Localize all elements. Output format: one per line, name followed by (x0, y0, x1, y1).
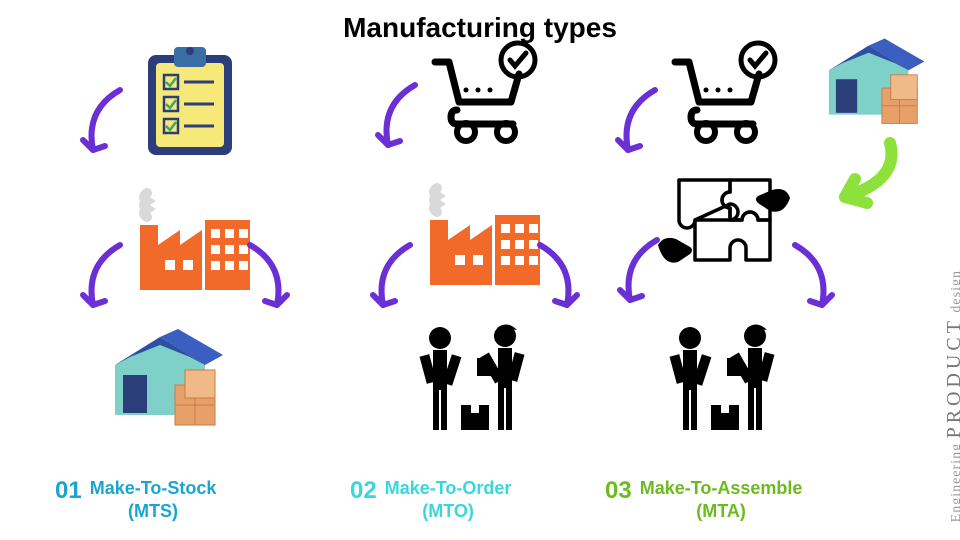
column-mto (345, 40, 605, 500)
cart-check-icon (430, 40, 545, 145)
watermark: Engineering PRODUCT design (943, 270, 960, 522)
arrow-purple-icon (75, 85, 135, 165)
arrow-purple-icon (235, 240, 295, 320)
label-mts: 01 Make-To-Stock (MTS) (55, 477, 216, 522)
column-mts (50, 40, 310, 500)
clipboard-icon (140, 45, 240, 160)
warehouse-icon (105, 325, 235, 435)
label-number: 01 (55, 477, 82, 505)
arrow-purple-icon (75, 240, 135, 320)
arrow-purple-icon (525, 240, 585, 320)
arrow-purple-icon (370, 80, 430, 160)
arrow-purple-icon (365, 240, 425, 320)
label-text: Make-To-Assemble (MTA) (640, 477, 803, 522)
delivery-icon (405, 320, 545, 440)
label-text: Make-To-Stock (MTS) (90, 477, 217, 522)
label-number: 02 (350, 477, 377, 505)
label-text: Make-To-Order (MTO) (385, 477, 512, 522)
arrow-purple-icon (610, 85, 670, 165)
cart-check-icon (670, 40, 785, 145)
arrow-purple-icon (612, 235, 672, 315)
label-mta: 03 Make-To-Assemble (MTA) (605, 477, 802, 522)
warehouse-icon (820, 35, 935, 135)
delivery-icon (655, 320, 795, 440)
column-mta (600, 40, 930, 500)
label-number: 03 (605, 477, 632, 505)
arrow-purple-icon (780, 240, 840, 320)
label-mto: 02 Make-To-Order (MTO) (350, 477, 511, 522)
arrow-green-icon (825, 135, 905, 215)
